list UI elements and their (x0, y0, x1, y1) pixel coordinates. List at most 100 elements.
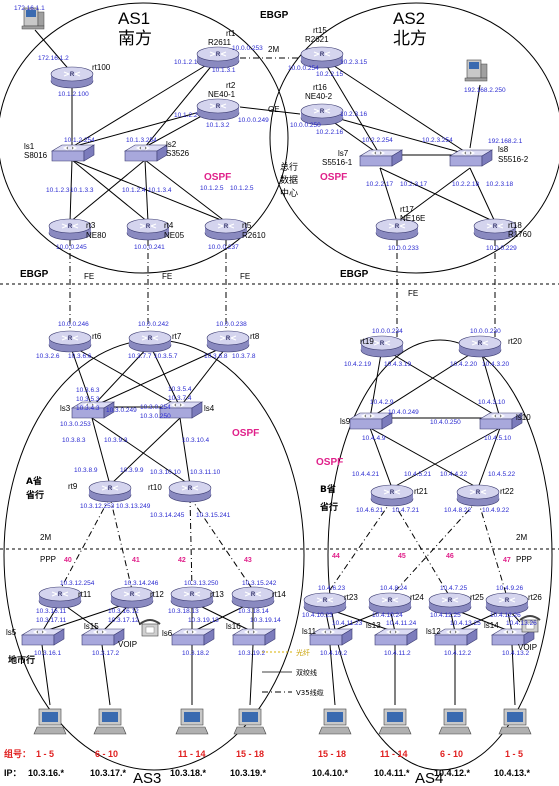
ip-addr: 10.1.2.100 (58, 91, 89, 98)
router-rt9[interactable] (88, 480, 132, 503)
ip-addr: 10.3.6.3 (76, 387, 100, 394)
ip-addr: 10.0.0.245 (56, 244, 87, 251)
switch-ls6[interactable] (171, 628, 215, 646)
ip-addr: 10.4.0.250 (430, 419, 461, 426)
ip-addr: 10.0.0.250 (290, 122, 321, 129)
ip-addr: 10.3.6.6 (68, 353, 92, 360)
subnet-6: 10.4.11.* (374, 768, 410, 778)
rt21-name: rt21 (414, 487, 428, 496)
as1-boundary (0, 2, 289, 274)
ip-addr: 10.4.2.9 (370, 399, 394, 406)
ip-addr: 10.3.15.241 (196, 512, 231, 519)
ip-addr: 10.3.13.250 (184, 580, 219, 587)
rt4-model: NE05 (164, 231, 185, 240)
rt20-name: rt20 (508, 337, 522, 346)
router-rt25[interactable] (428, 592, 472, 615)
ip-addr: 10.0.0.229 (486, 245, 517, 252)
switch-ls9[interactable] (349, 412, 393, 430)
server-as2 (464, 59, 488, 82)
ip-addr: 10.4.12.26 (490, 612, 521, 619)
rt12-name: rt12 (150, 590, 164, 599)
router-rt6[interactable] (48, 330, 92, 353)
ls9-name: ls9 (340, 417, 351, 426)
router-rt8[interactable] (206, 330, 250, 353)
subnet-4: 10.3.19.* (230, 768, 267, 778)
ip-addr: 10.3.0.254 (140, 404, 171, 411)
switch-ls11[interactable] (309, 628, 353, 646)
pc-group-5 (318, 708, 352, 735)
router-rt21[interactable] (370, 484, 414, 507)
ip-addr: 10.3.17.12 (108, 617, 139, 624)
rt5-name: rt5 (242, 221, 252, 230)
as1-links (34, 29, 301, 223)
router-rt23[interactable] (303, 592, 347, 615)
ip-addr: 10.4.5.21 (404, 471, 431, 478)
ip-addr: 10.0.0.254 (288, 65, 319, 72)
router-rt2[interactable] (196, 98, 240, 121)
switch-ls12[interactable] (434, 628, 478, 646)
switch-ls13[interactable] (374, 628, 418, 646)
ls15-name: ls15 (84, 622, 99, 631)
router-rt13[interactable] (170, 586, 214, 609)
ip-addr: 10.4.11.23 (332, 620, 363, 627)
router-rt5[interactable] (204, 218, 248, 241)
switch-ls8[interactable] (449, 149, 493, 167)
router-rt7[interactable] (128, 330, 172, 353)
router-rt10[interactable] (168, 480, 212, 503)
rt18-model: R1760 (508, 230, 532, 239)
ip-addr: 10.3.7.4 (168, 395, 192, 402)
subnet-5: 10.4.10.* (312, 768, 349, 778)
ls4-name: ls4 (204, 404, 215, 413)
ip-addr: 10.3.14.245 (150, 512, 185, 519)
group-1: 1 - 5 (36, 749, 54, 759)
ip-addr: 10.4.9.22 (482, 507, 509, 514)
ip-addr: 10.1.3.1 (212, 67, 236, 74)
rt22-name: rt22 (500, 487, 514, 496)
ip-addr: 10.4.13.25 (450, 620, 481, 627)
switch-ls5[interactable] (21, 628, 65, 646)
ls1-model: S8016 (24, 151, 48, 160)
ip-addr: 10.3.5.7 (154, 353, 178, 360)
ip-addr: 10.0.0.234 (372, 328, 403, 335)
group-7: 6 - 10 (440, 749, 463, 759)
ip-addr: 10.4.5.22 (488, 471, 515, 478)
router-rt22[interactable] (456, 484, 500, 507)
prov-b-line-1: B省 (320, 483, 336, 495)
ip-addr: 10.0.0.242 (138, 321, 169, 328)
as4-title: AS4 (415, 770, 443, 786)
port-41: 41 (132, 557, 140, 564)
switch-ls7[interactable] (359, 149, 403, 167)
ebgp-left-label: EBGP (20, 269, 49, 280)
rt3-model: NE80 (86, 231, 107, 240)
router-rt100[interactable] (50, 66, 94, 89)
phone-voip-as3 (139, 619, 161, 637)
router-rt4[interactable] (126, 218, 170, 241)
router-rt3[interactable] (48, 218, 92, 241)
ip-addr: 10.4.10.23 (302, 612, 333, 619)
router-rt11[interactable] (38, 586, 82, 609)
city-label: 地市行 (8, 654, 35, 666)
switch-ls2[interactable] (124, 144, 168, 162)
switch-ls1[interactable] (51, 144, 95, 162)
ip-addr: 172.16.1.1 (14, 5, 45, 12)
ip-addr: 10.0.0.238 (216, 321, 247, 328)
ip-addr: 10.3.16.1 (34, 650, 61, 657)
router-rt24[interactable] (368, 592, 412, 615)
ip-addr: 10.3.2.6 (36, 353, 60, 360)
rt16-name: rt16 (313, 83, 327, 92)
ip-addr: 10.3.16.12 (108, 608, 139, 615)
link-2m-left: 2M (40, 533, 51, 542)
router-rt20[interactable] (458, 335, 502, 358)
rt10-name: rt10 (148, 483, 162, 492)
ge-label: GE (268, 105, 280, 114)
ip-addr: 10.4.5.10 (484, 435, 511, 442)
as2-title: AS2 (393, 9, 425, 28)
rt18-name: rt18 (508, 221, 522, 230)
ip-addr: 10.0.0.246 (58, 321, 89, 328)
rt8-name: rt8 (250, 332, 260, 341)
router-rt12[interactable] (110, 586, 154, 609)
router-rt26[interactable] (485, 592, 529, 615)
switch-ls16[interactable] (232, 628, 276, 646)
ip-addr: 10.3.8.3 (62, 437, 86, 444)
router-rt14[interactable] (231, 586, 275, 609)
